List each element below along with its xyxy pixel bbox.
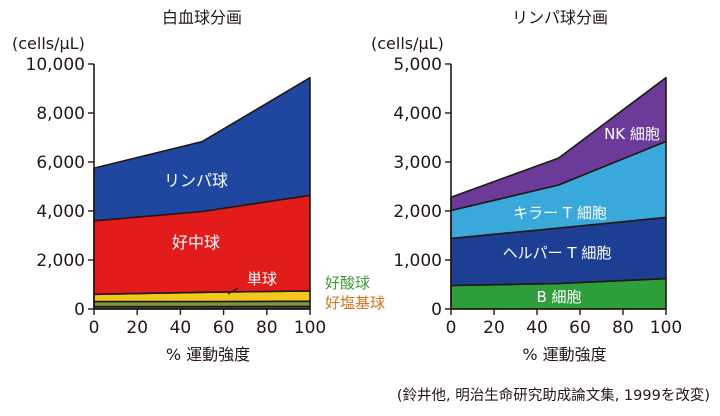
series-label-1-2: 好酸球	[325, 274, 370, 292]
x-tick-label-2-4: 80	[612, 318, 634, 338]
series-label-2-3: キラー T 細胞	[513, 204, 607, 222]
y-axis-label-2: (cells/μL)	[371, 34, 444, 53]
series-label-1-3: 単球	[247, 270, 277, 288]
y-tick-label-1-2: 4,000	[36, 202, 85, 222]
area-1-5	[93, 76, 311, 222]
chart-title-1: 白血球分画	[162, 8, 242, 27]
x-tick-label-1-2: 40	[170, 318, 192, 338]
y-tick-label-2-5: 5,000	[393, 55, 442, 75]
x-tick-label-2-3: 60	[569, 318, 591, 338]
y-tick-label-1-5: 10,000	[26, 55, 85, 75]
y-tick-label-1-3: 6,000	[36, 153, 85, 173]
series-label-2-1: B 細胞	[536, 288, 581, 306]
y-tick-label-1-0: 0	[74, 300, 85, 320]
y-tick-label-2-0: 0	[431, 300, 442, 320]
source-note: (鈴井他, 明治生命研究助成論文集, 1999を改変)	[396, 388, 710, 404]
series-label-1-4: 好中球	[172, 233, 220, 252]
y-tick-label-1-4: 8,000	[36, 104, 85, 124]
y-tick-label-2-4: 4,000	[393, 104, 442, 124]
series-label-2-2: ヘルパー T 細胞	[503, 244, 612, 262]
series-leader-1-3	[227, 287, 239, 295]
x-tick-label-2-2: 40	[526, 318, 548, 338]
x-tick-label-1-1: 20	[126, 318, 148, 338]
x-tick-label-1-4: 80	[256, 318, 278, 338]
x-tick-label-1-5: 100	[294, 318, 326, 338]
x-tick-label-1-0: 0	[89, 318, 100, 338]
y-tick-label-2-3: 3,000	[393, 153, 442, 173]
x-tick-label-2-1: 20	[483, 318, 505, 338]
x-tick-label-2-0: 0	[446, 318, 457, 338]
x-axis-label-2: % 運動強度	[522, 345, 606, 364]
x-axis-label-1: % 運動強度	[166, 345, 250, 364]
y-tick-label-2-2: 2,000	[393, 202, 442, 222]
series-label-1-5: リンパ球	[164, 171, 228, 190]
series-label-1-1: 好塩基球	[325, 294, 385, 312]
y-tick-label-1-1: 2,000	[36, 251, 85, 271]
y-tick-label-2-1: 1,000	[393, 251, 442, 271]
x-tick-label-1-3: 60	[213, 318, 235, 338]
y-axis-label-1: (cells/μL)	[12, 34, 85, 53]
series-label-2-4: NK 細胞	[604, 125, 660, 143]
x-tick-label-2-5: 100	[650, 318, 682, 338]
chart-title-2: リンパ球分画	[512, 8, 608, 27]
